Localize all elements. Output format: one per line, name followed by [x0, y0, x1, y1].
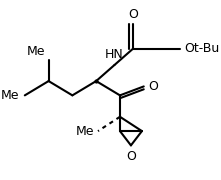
Text: O: O: [126, 150, 136, 163]
Text: O: O: [128, 8, 138, 21]
Text: Me: Me: [1, 89, 19, 102]
Text: Me: Me: [27, 45, 45, 58]
Text: Ot-Bu: Ot-Bu: [184, 42, 219, 55]
Text: HN: HN: [105, 48, 124, 61]
Text: Me: Me: [76, 125, 94, 138]
Text: O: O: [148, 80, 158, 93]
